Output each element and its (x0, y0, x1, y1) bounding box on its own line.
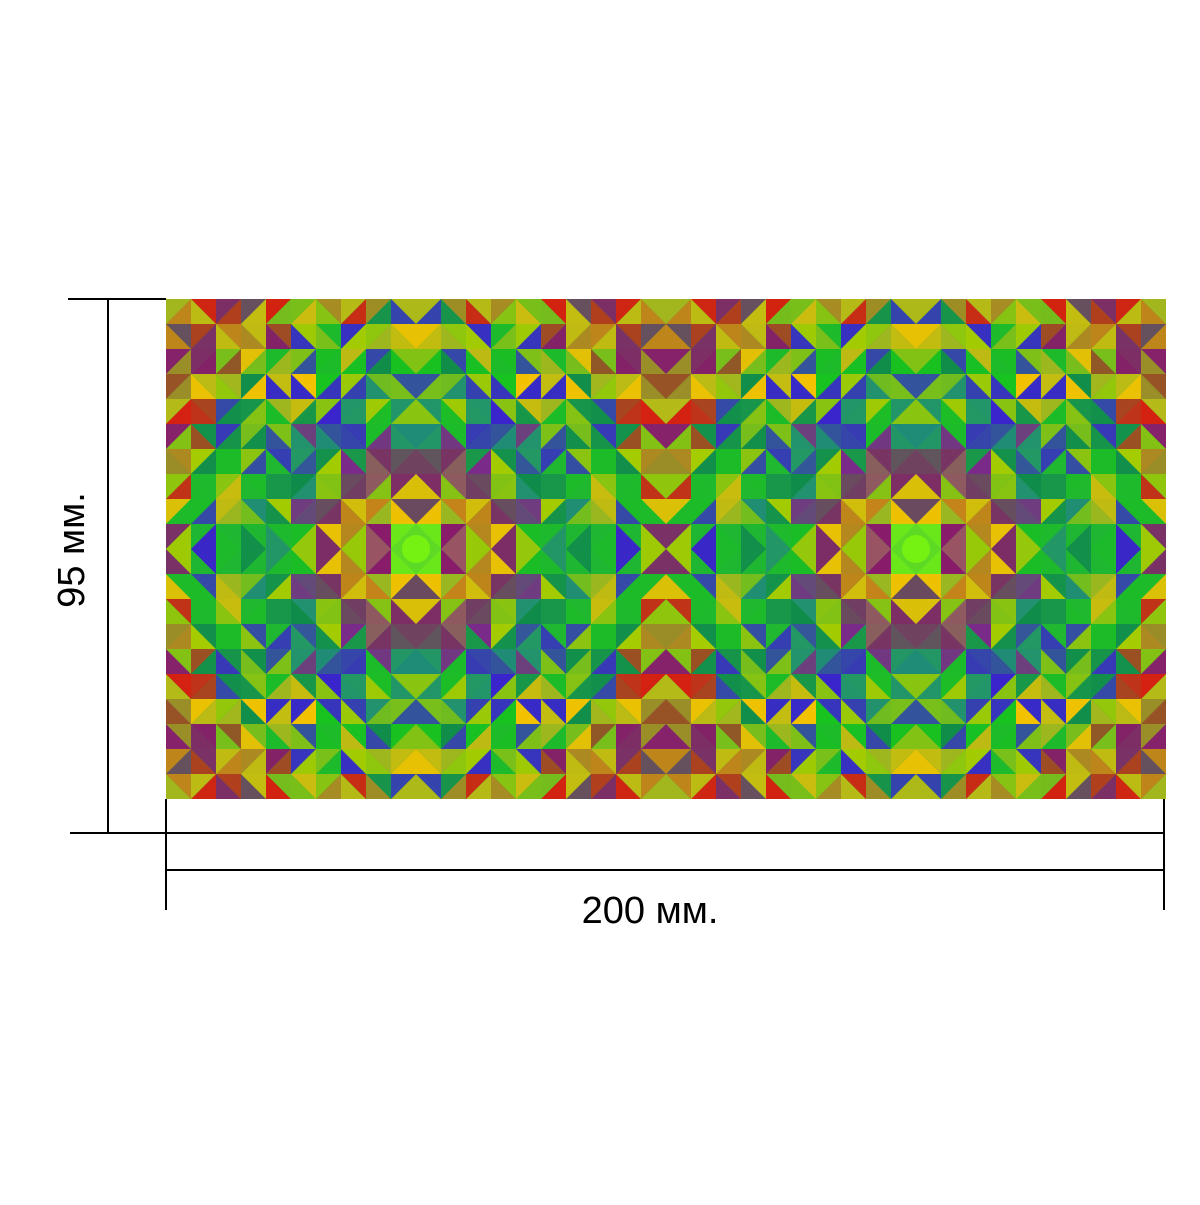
height-dimension-lines (68, 298, 166, 834)
kaleidoscope-pattern-image (166, 299, 1166, 799)
width-dimension-lines (165, 799, 1165, 910)
height-dimension-label: 95 мм. (51, 492, 93, 608)
width-dimension-label: 200 мм. (581, 890, 719, 932)
